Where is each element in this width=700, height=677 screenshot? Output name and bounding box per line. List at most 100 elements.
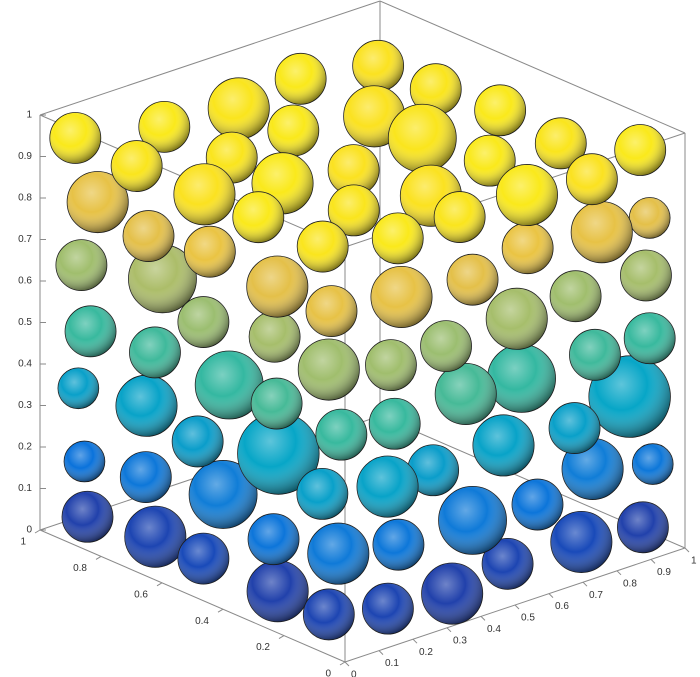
y-tick bbox=[95, 555, 102, 560]
sphere-shade bbox=[124, 506, 186, 568]
x-tick bbox=[548, 593, 554, 598]
sphere-shade bbox=[275, 53, 327, 105]
z-tick-label: 0.2 bbox=[18, 442, 32, 453]
z-tick-label: 0.3 bbox=[18, 400, 32, 411]
sphere-shade bbox=[267, 104, 319, 156]
y-tick-label: 0.6 bbox=[134, 589, 148, 600]
sphere-shade bbox=[474, 84, 526, 136]
sphere-shade bbox=[184, 226, 236, 278]
sphere-shade bbox=[569, 329, 621, 381]
sphere-shade bbox=[296, 468, 348, 520]
sphere-shade bbox=[129, 326, 181, 378]
sphere-shade bbox=[372, 519, 424, 571]
sphere-shade bbox=[57, 367, 99, 409]
box-edge bbox=[39, 529, 346, 663]
sphere-shade bbox=[410, 63, 462, 115]
sphere-shade bbox=[629, 197, 671, 239]
z-tick-label: 0.9 bbox=[18, 151, 32, 162]
sphere-shade bbox=[64, 441, 105, 482]
z-tick-label: 0.1 bbox=[18, 483, 32, 494]
sphere-shade bbox=[362, 583, 414, 635]
sphere-shade bbox=[208, 77, 270, 139]
z-tick-label: 1 bbox=[26, 110, 32, 121]
sphere-shade bbox=[55, 239, 107, 291]
sphere-shade bbox=[195, 351, 264, 420]
sphere-shade bbox=[614, 124, 666, 176]
y-tick bbox=[278, 635, 285, 640]
sphere-shade bbox=[115, 375, 178, 437]
sphere-shade bbox=[487, 344, 556, 413]
sphere-shade bbox=[49, 112, 101, 164]
sphere-shade bbox=[482, 538, 534, 590]
box-edge bbox=[39, 0, 381, 116]
sphere-shade bbox=[472, 414, 535, 476]
x-tick bbox=[446, 627, 452, 633]
sphere-shade bbox=[177, 296, 229, 348]
sphere-shade bbox=[138, 101, 190, 153]
x-tick-label: 0.3 bbox=[453, 635, 467, 646]
y-tick-label: 0.4 bbox=[195, 616, 209, 627]
z-tick-label: 0.7 bbox=[18, 234, 32, 245]
x-tick-label: 0.2 bbox=[419, 647, 433, 658]
x-tick-label: 0 bbox=[351, 670, 357, 677]
box-edge bbox=[379, 0, 686, 134]
sphere-shade bbox=[303, 588, 355, 640]
sphere-shade bbox=[370, 266, 433, 328]
z-tick-label: 0.8 bbox=[18, 193, 32, 204]
sphere-shade bbox=[111, 140, 163, 192]
sphere-shade bbox=[486, 288, 548, 350]
x-tick-label: 0.5 bbox=[521, 613, 535, 624]
sphere-shade bbox=[421, 563, 483, 625]
sphere-shade bbox=[232, 191, 284, 243]
y-tick-label: 0 bbox=[325, 669, 331, 677]
sphere-shade bbox=[407, 444, 459, 496]
sphere-shade bbox=[123, 210, 174, 262]
sphere-shade bbox=[369, 398, 421, 450]
y-tick-label: 0.8 bbox=[73, 563, 87, 574]
sphere-shade bbox=[620, 249, 672, 301]
x-tick bbox=[650, 559, 656, 564]
sphere-shade bbox=[502, 222, 554, 274]
x-tick-label: 1 bbox=[691, 556, 697, 567]
sphere-shade bbox=[435, 363, 497, 425]
sphere-shade bbox=[464, 135, 516, 187]
sphere-shade bbox=[624, 312, 676, 364]
sphere-shade bbox=[306, 285, 357, 337]
sphere-shade bbox=[248, 513, 300, 565]
x-tick bbox=[582, 581, 588, 587]
sphere-shade bbox=[617, 501, 669, 553]
sphere-shade bbox=[120, 451, 172, 503]
sphere-shade bbox=[438, 486, 507, 555]
sphere-shade bbox=[535, 117, 587, 169]
x-tick-label: 0.7 bbox=[589, 590, 603, 601]
sphere-shade bbox=[447, 254, 499, 306]
x-tick bbox=[412, 638, 418, 644]
sphere-shade bbox=[566, 153, 618, 205]
sphere-shade bbox=[172, 415, 224, 467]
sphere-shade bbox=[388, 104, 457, 173]
x-tick-label: 0.8 bbox=[623, 578, 637, 589]
x-tick bbox=[344, 661, 350, 667]
sphere-shade bbox=[249, 311, 301, 363]
sphere-shade bbox=[62, 491, 113, 543]
x-tick bbox=[684, 547, 690, 553]
sphere-shade bbox=[128, 244, 197, 313]
sphere-shade bbox=[496, 164, 558, 226]
sphere-shade bbox=[550, 270, 602, 322]
sphere-shade bbox=[173, 163, 236, 225]
sphere-shade bbox=[356, 456, 419, 518]
sphere-shade bbox=[67, 171, 129, 233]
sphere-shade bbox=[237, 412, 320, 495]
sphere-shade bbox=[372, 212, 424, 264]
x-tick bbox=[378, 650, 384, 655]
sphere-shade bbox=[246, 255, 308, 318]
y-tick bbox=[217, 608, 224, 613]
z-tick-label: 0 bbox=[26, 525, 32, 536]
sphere-shade bbox=[315, 409, 367, 461]
x-tick-label: 0.4 bbox=[487, 624, 501, 635]
y-tick bbox=[339, 661, 346, 666]
sphere-shade bbox=[571, 201, 633, 263]
sphere-shade bbox=[297, 221, 349, 273]
sphere-shade bbox=[65, 305, 117, 357]
